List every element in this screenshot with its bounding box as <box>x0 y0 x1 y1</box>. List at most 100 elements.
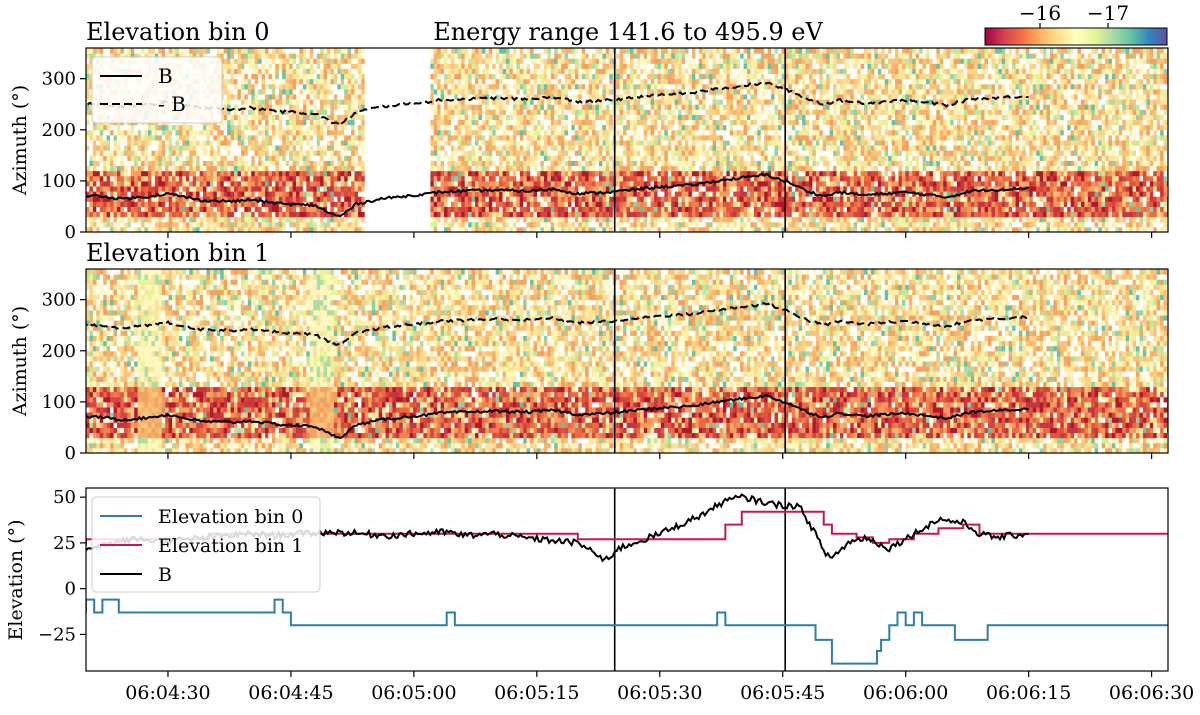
heatmap-cell <box>106 53 111 59</box>
heatmap-cell <box>433 104 438 110</box>
heatmap-cell <box>509 124 514 131</box>
heatmap-cell <box>595 180 600 187</box>
heatmap-cell <box>141 211 146 218</box>
heatmap-cell <box>192 216 197 223</box>
heatmap-cell <box>347 94 352 100</box>
heatmap-cell <box>519 191 524 197</box>
heatmap-cell <box>302 170 307 177</box>
heatmap-cell <box>595 104 600 110</box>
heatmap-cell <box>268 226 273 232</box>
heatmap-cell <box>340 196 345 202</box>
heatmap-cell <box>323 160 328 167</box>
heatmap-cell <box>89 221 94 228</box>
heatmap-cell <box>103 124 108 131</box>
heatmap-cell <box>478 119 483 126</box>
heatmap-cell <box>574 155 579 161</box>
heatmap-cell <box>230 165 235 172</box>
heatmap-cell <box>361 206 366 213</box>
heatmap-cell <box>103 226 108 232</box>
heatmap-cell <box>223 88 228 95</box>
heatmap-cell <box>571 165 576 172</box>
heatmap-cell <box>268 104 273 110</box>
heatmap-cell <box>292 73 297 80</box>
heatmap-cell <box>110 129 115 136</box>
heatmap-cell <box>454 226 459 232</box>
heatmap-cell <box>306 180 311 187</box>
heatmap-cell <box>289 94 294 100</box>
heatmap-cell <box>581 221 586 228</box>
heatmap-cell <box>165 155 170 161</box>
heatmap-cell <box>137 48 142 54</box>
heatmap-cell <box>278 221 283 228</box>
heatmap-cell <box>234 211 239 218</box>
heatmap-cell <box>492 68 497 75</box>
heatmap-cell <box>299 134 304 141</box>
heatmap-cell <box>516 175 521 182</box>
heatmap-cell <box>605 99 610 105</box>
heatmap-cell <box>447 186 452 192</box>
heatmap-cell <box>526 124 531 131</box>
heatmap-cell <box>444 175 449 182</box>
heatmap-cell <box>265 94 270 100</box>
heatmap-cell <box>471 155 476 161</box>
heatmap-cell <box>223 140 228 146</box>
heatmap-cell <box>440 160 445 167</box>
heatmap-cell <box>571 119 576 126</box>
heatmap-cell <box>516 211 521 218</box>
heatmap-cell <box>268 175 273 182</box>
heatmap-cell <box>550 83 555 90</box>
heatmap-cell <box>306 119 311 126</box>
heatmap-cell <box>137 129 142 136</box>
heatmap-cell <box>289 196 294 202</box>
heatmap-cell <box>468 191 473 197</box>
heatmap-cell <box>265 216 270 223</box>
heatmap-cell <box>585 175 590 182</box>
heatmap-cell <box>567 201 573 207</box>
heatmap-cell <box>351 201 356 207</box>
heatmap-cell <box>602 109 607 115</box>
heatmap-cell <box>92 186 97 192</box>
heatmap-cell <box>127 124 132 131</box>
heatmap-cell <box>516 114 521 121</box>
heatmap-cell <box>623 119 628 126</box>
heatmap-cell <box>92 211 97 218</box>
heatmap-cell <box>285 191 290 197</box>
heatmap-cell <box>440 221 445 228</box>
heatmap-cell <box>244 88 249 95</box>
heatmap-cell <box>106 170 111 177</box>
heatmap-cell <box>598 226 604 232</box>
heatmap-cell <box>554 63 559 69</box>
heatmap-cell <box>464 216 469 223</box>
heatmap-cell <box>440 73 445 80</box>
heatmap-cell <box>265 73 270 80</box>
heatmap-cell <box>454 63 459 69</box>
heatmap-cell <box>444 48 449 54</box>
heatmap-cell <box>605 83 610 90</box>
heatmap-cell <box>96 196 101 202</box>
heatmap-cell <box>554 48 559 54</box>
heatmap-cell <box>240 160 245 167</box>
heatmap-cell <box>447 129 452 136</box>
heatmap-cell <box>550 94 555 100</box>
heatmap-cell <box>537 129 542 136</box>
heatmap-cell <box>567 78 573 85</box>
heatmap-cell <box>144 201 149 207</box>
heatmap-cell <box>433 58 438 64</box>
heatmap-cell <box>478 221 483 228</box>
heatmap-cell <box>440 78 445 85</box>
heatmap-cell <box>268 186 273 192</box>
heatmap-cell <box>533 186 538 192</box>
heatmap-cell <box>123 140 128 146</box>
heatmap-cell <box>619 155 624 161</box>
heatmap-cell <box>282 211 287 218</box>
heatmap-cell <box>595 206 600 213</box>
heatmap-cell <box>134 145 139 151</box>
heatmap-cell <box>550 119 555 126</box>
heatmap-cell <box>265 124 270 131</box>
heatmap-cell <box>230 68 235 75</box>
heatmap-cell <box>110 201 115 207</box>
heatmap-cell <box>323 119 328 126</box>
heatmap-cell <box>302 165 307 172</box>
heatmap-cell <box>206 53 211 59</box>
heatmap-cell <box>234 129 239 136</box>
